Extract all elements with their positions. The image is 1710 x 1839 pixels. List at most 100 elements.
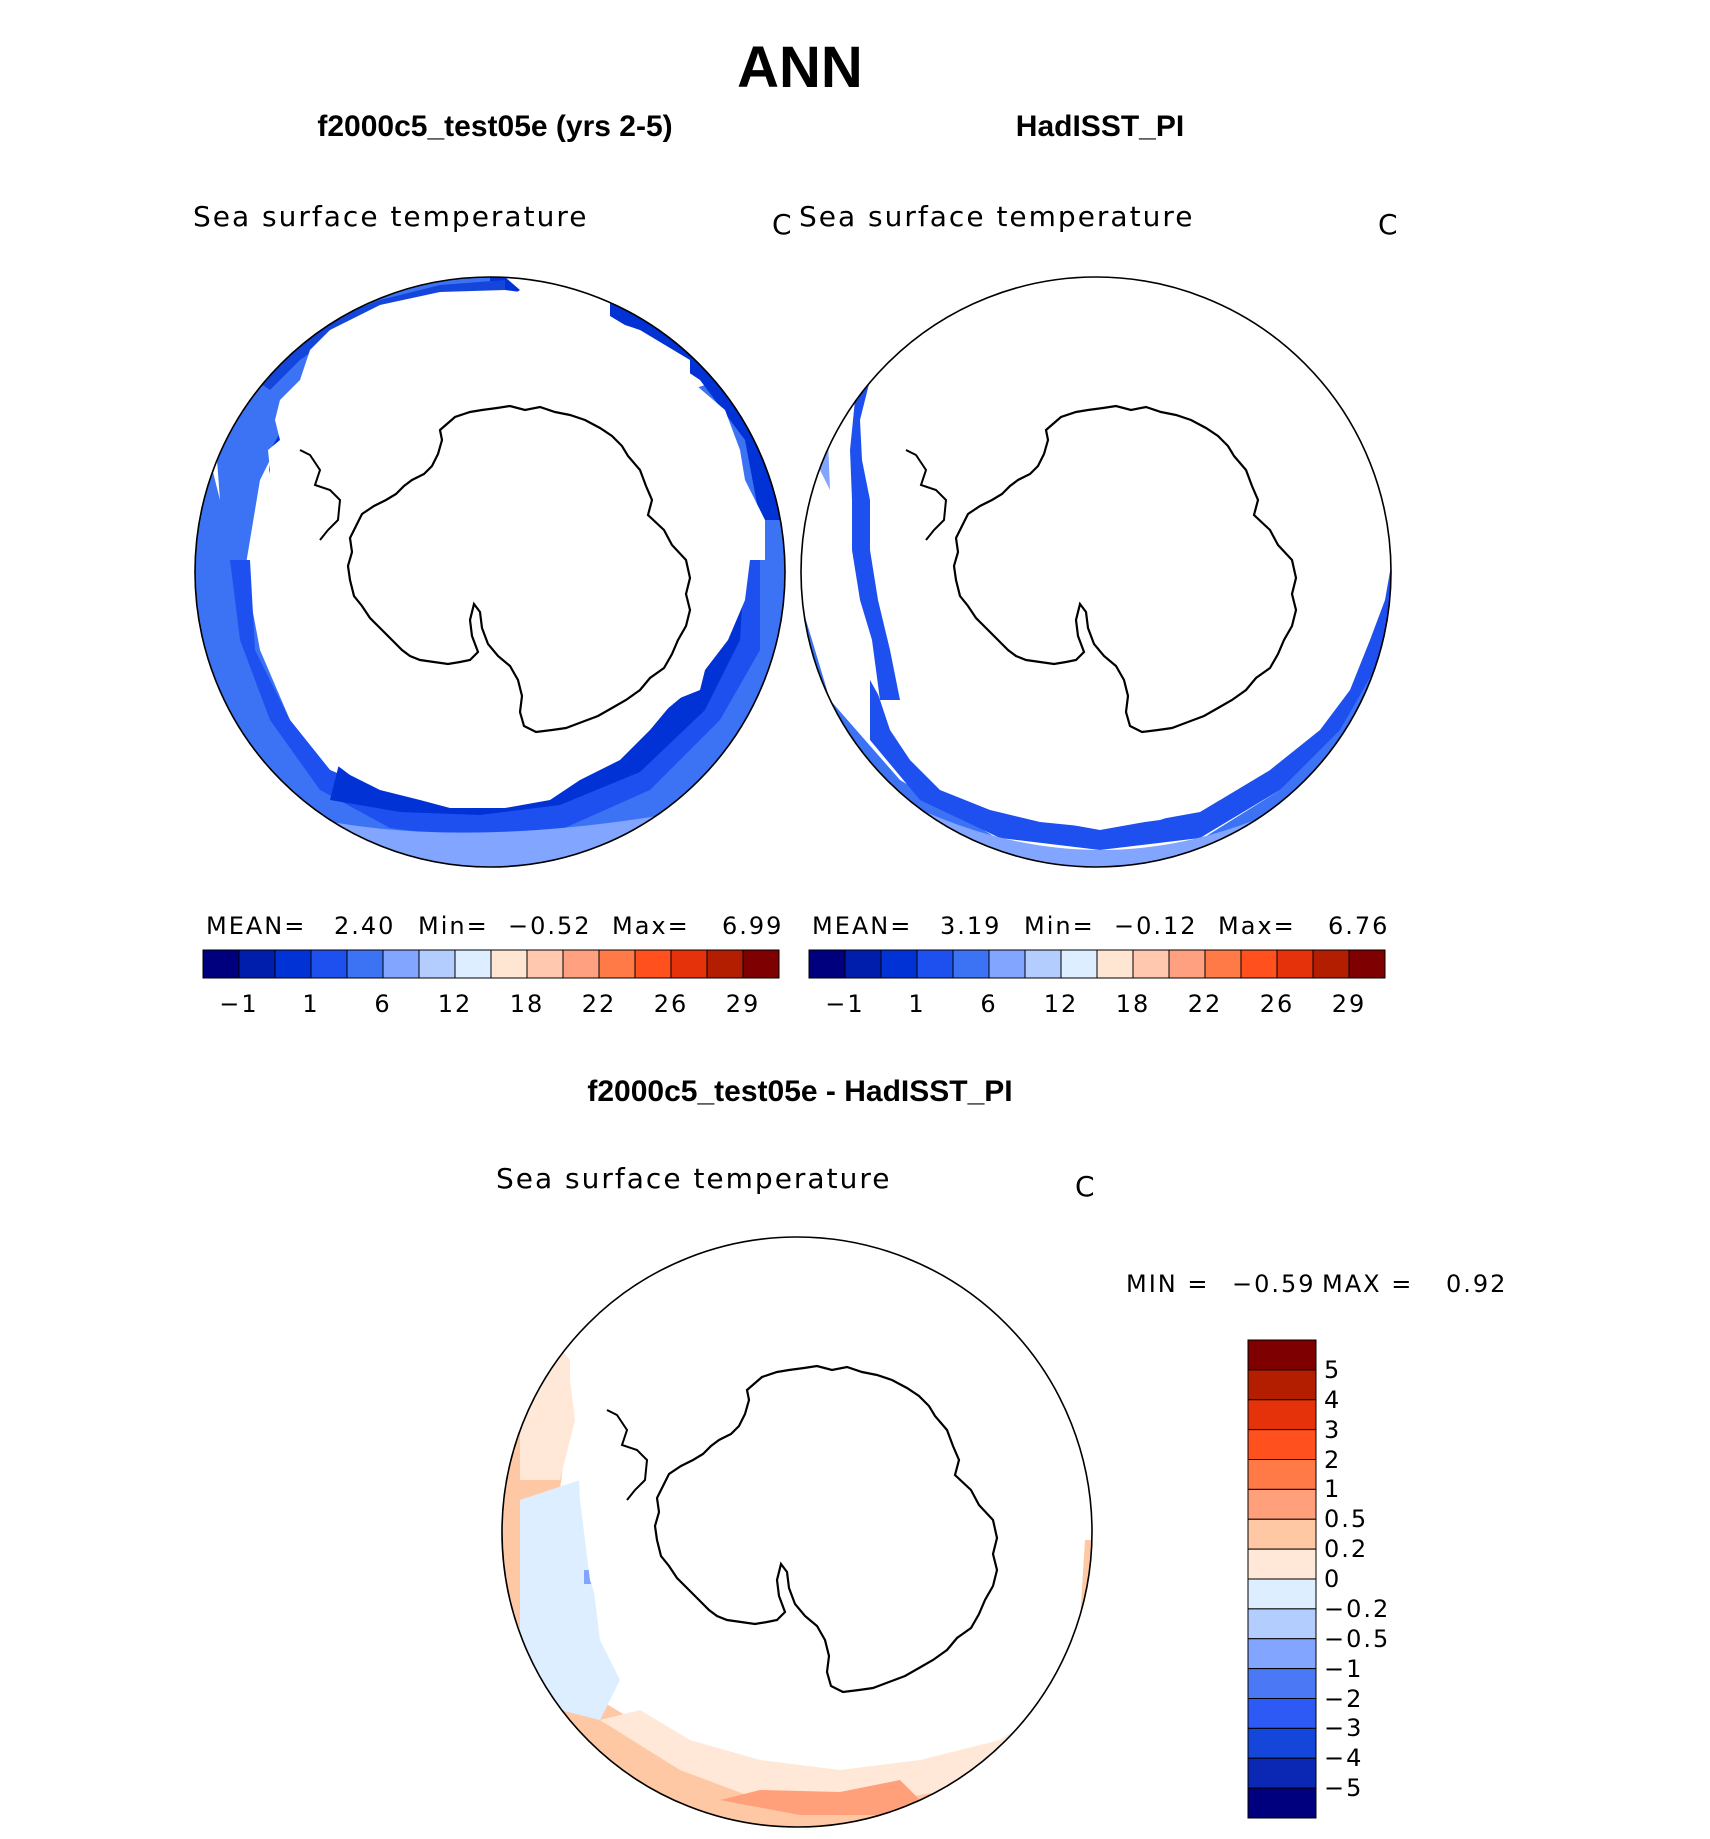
colorbar-panel-2 <box>808 949 1386 979</box>
colorbar-swatch <box>1247 1668 1317 1699</box>
colorbar-tick-label: 12 <box>437 990 473 1018</box>
colorbar-swatch <box>238 949 276 979</box>
colorbar-swatch <box>880 949 918 979</box>
difference-min: −0.59 <box>1232 1270 1316 1298</box>
panel-2-title: HadISST_PI <box>1015 110 1185 143</box>
panel-1-max: 6.99 <box>722 912 784 940</box>
colorbar-tick-label: 5 <box>1324 1355 1342 1384</box>
colorbar-tick-label: 1 <box>302 990 320 1018</box>
colorbar-swatch <box>1247 1757 1317 1789</box>
colorbar-swatch <box>1240 949 1278 979</box>
colorbar-swatch <box>526 949 564 979</box>
colorbar-swatch <box>1247 1548 1317 1580</box>
colorbar-swatch <box>1024 949 1062 979</box>
colorbar-swatch <box>382 949 420 979</box>
colorbar-swatch <box>1247 1608 1317 1640</box>
colorbar-swatch <box>490 949 528 979</box>
difference-title: f2000c5_test05e - HadISST_PI <box>587 1075 1013 1108</box>
colorbar-tick-label: 18 <box>509 990 545 1018</box>
map-difference <box>501 1236 1093 1828</box>
colorbar-swatch <box>1247 1698 1317 1729</box>
colorbar-swatch <box>808 949 846 979</box>
panel-1-min-label: Min= <box>418 912 489 940</box>
colorbar-panel-1 <box>202 949 780 979</box>
colorbar-swatch <box>1247 1399 1317 1431</box>
colorbar-swatch <box>1132 949 1170 979</box>
colorbar-swatch <box>202 949 240 979</box>
colorbar-tick-label: 6 <box>374 990 392 1018</box>
colorbar-tick-label: 26 <box>653 990 689 1018</box>
colorbar-swatch <box>274 949 312 979</box>
colorbar-swatch <box>1247 1488 1317 1520</box>
difference-max-label: MAX = <box>1322 1270 1414 1298</box>
panel-1-title: f2000c5_test05e (yrs 2-5) <box>317 110 673 143</box>
colorbar-swatch <box>562 949 600 979</box>
colorbar-swatch <box>1247 1518 1317 1550</box>
panel-2-min: −0.12 <box>1114 912 1198 940</box>
colorbar-swatch <box>1204 949 1242 979</box>
colorbar-tick-label: 0.5 <box>1324 1505 1369 1534</box>
difference-min-label: MIN = <box>1126 1270 1210 1298</box>
colorbar-tick-label: −3 <box>1324 1714 1364 1743</box>
panel-2-max-label: Max= <box>1218 912 1296 940</box>
panel-1-min: −0.52 <box>508 912 592 940</box>
colorbar-tick-label: 1 <box>1324 1475 1342 1504</box>
colorbar-swatch <box>1247 1339 1317 1371</box>
colorbar-swatch <box>310 949 348 979</box>
colorbar-swatch <box>454 949 492 979</box>
colorbar-swatch <box>346 949 384 979</box>
colorbar-tick-label: 26 <box>1259 990 1295 1018</box>
colorbar-swatch <box>952 949 990 979</box>
colorbar-swatch <box>1247 1638 1317 1670</box>
colorbar-swatch <box>1247 1429 1317 1460</box>
panel-2-max: 6.76 <box>1328 912 1390 940</box>
colorbar-swatch <box>1060 949 1098 979</box>
colorbar-tick-label: 6 <box>980 990 998 1018</box>
colorbar-tick-label: −2 <box>1324 1684 1364 1713</box>
panel-2-mean: 3.19 <box>940 912 1002 940</box>
panel-1-field-label: Sea surface temperature <box>193 200 589 233</box>
colorbar-swatch <box>1247 1369 1317 1401</box>
colorbar-swatch <box>670 949 708 979</box>
main-title: ANN <box>737 35 863 100</box>
panel-1-max-label: Max= <box>612 912 690 940</box>
colorbar-swatch <box>1247 1787 1317 1819</box>
panel-1-mean: 2.40 <box>334 912 396 940</box>
colorbar-tick-label: 0.2 <box>1324 1535 1369 1564</box>
colorbar-tick-label: −4 <box>1324 1744 1364 1773</box>
panel-2-mean-label: MEAN= <box>812 912 913 940</box>
map-panel-1 <box>194 276 786 868</box>
colorbar-swatch <box>916 949 954 979</box>
difference-max: 0.92 <box>1446 1270 1508 1298</box>
colorbar-swatch <box>634 949 672 979</box>
colorbar-tick-label: 2 <box>1324 1445 1342 1474</box>
colorbar-tick-label: 18 <box>1115 990 1151 1018</box>
colorbar-tick-label: 1 <box>908 990 926 1018</box>
colorbar-swatch <box>1096 949 1134 979</box>
colorbar-tick-label: 4 <box>1324 1385 1342 1414</box>
colorbar-swatch <box>1276 949 1314 979</box>
colorbar-tick-label: −1 <box>1324 1654 1364 1683</box>
panel-2-field-label: Sea surface temperature <box>799 200 1195 233</box>
colorbar-tick-label: −0.2 <box>1324 1594 1391 1623</box>
colorbar-tick-label: −0.5 <box>1324 1624 1391 1653</box>
colorbar-swatch <box>1247 1578 1317 1610</box>
colorbar-tick-label: 0 <box>1324 1565 1342 1593</box>
map-panel-2 <box>800 276 1392 868</box>
colorbar-swatch <box>1348 949 1386 979</box>
difference-unit: C <box>1075 1170 1097 1203</box>
colorbar-swatch <box>598 949 636 979</box>
colorbar-tick-label: −1 <box>219 990 259 1018</box>
colorbar-tick-label: 3 <box>1324 1415 1342 1444</box>
colorbar-tick-label: 22 <box>1187 990 1223 1018</box>
colorbar-swatch <box>742 949 780 979</box>
colorbar-swatch <box>706 949 744 979</box>
colorbar-swatch <box>1247 1459 1317 1490</box>
panel-1-mean-label: MEAN= <box>206 912 307 940</box>
colorbar-tick-label: 12 <box>1043 990 1079 1018</box>
panel-2-unit: C <box>1378 208 1400 241</box>
colorbar-tick-label: 22 <box>581 990 617 1018</box>
colorbar-difference <box>1247 1339 1317 1819</box>
difference-field-label: Sea surface temperature <box>496 1162 892 1195</box>
